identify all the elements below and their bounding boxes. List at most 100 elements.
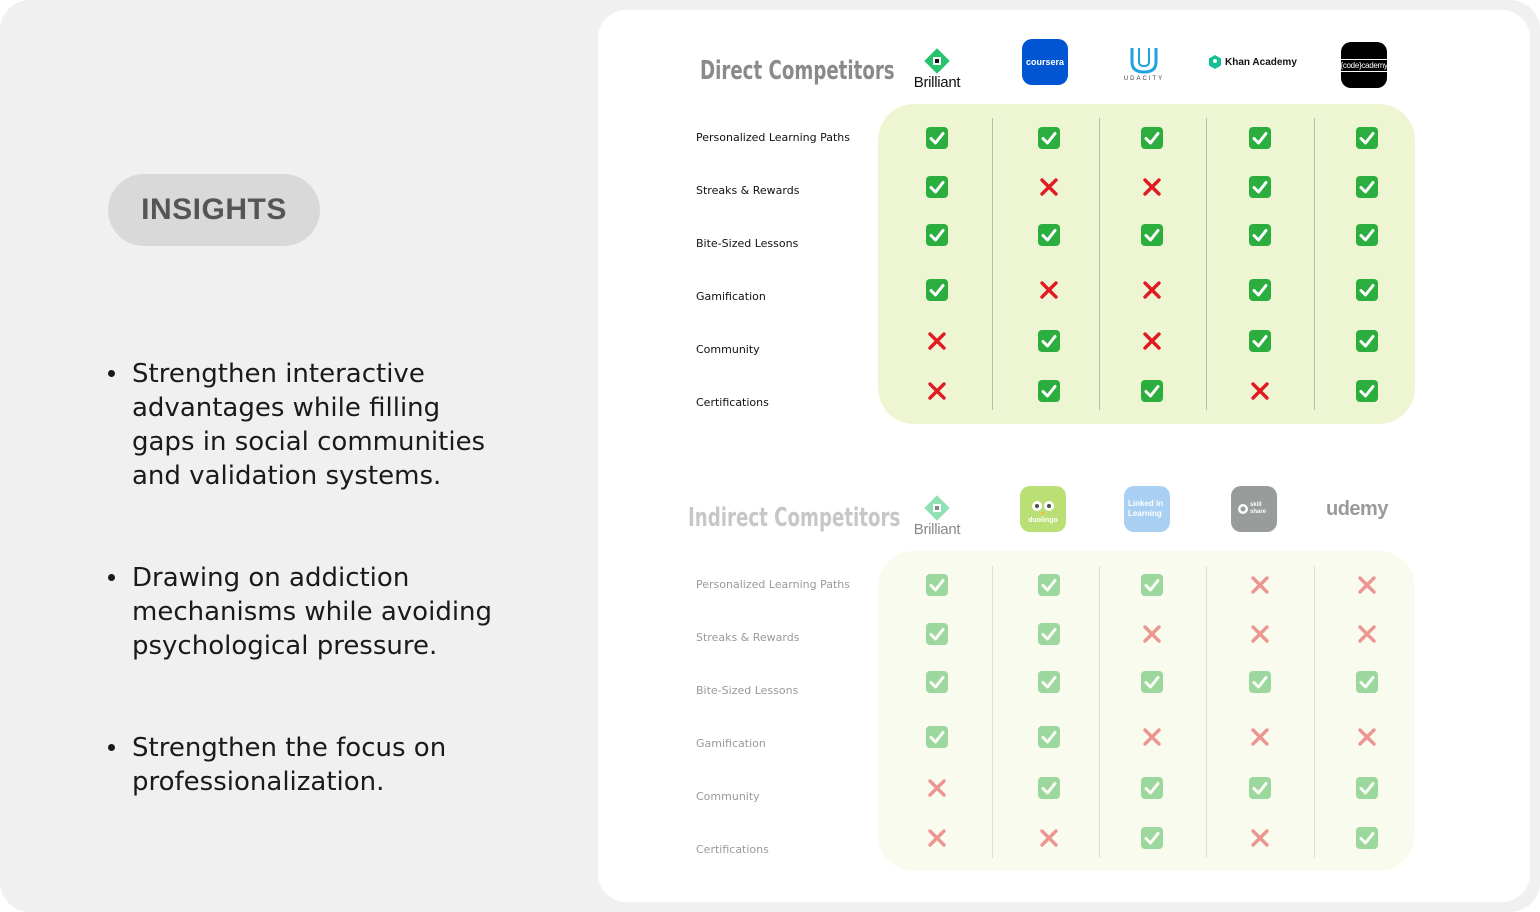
brilliant-icon <box>924 494 950 521</box>
cross-icon <box>1356 623 1378 645</box>
cross-icon <box>1141 726 1163 748</box>
skillshare-wordmark: skill share <box>1250 502 1267 515</box>
check-icon <box>1249 671 1271 693</box>
khan-academy-wordmark: Khan Academy <box>1225 56 1297 68</box>
duolingo-logo: duolingo <box>1020 486 1066 532</box>
insights-heading: INSIGHTS <box>141 193 287 226</box>
check-icon <box>926 279 948 301</box>
udemy-wordmark: udemy <box>1326 497 1388 520</box>
cross-icon <box>926 827 948 849</box>
coursera-tile: coursera <box>1022 39 1068 85</box>
check-icon <box>1356 224 1378 246</box>
cross-icon <box>1249 380 1271 402</box>
feature-label: Streaks & Rewards <box>696 631 800 644</box>
skillshare-icon <box>1238 504 1248 514</box>
insight-point: Drawing on addiction mechanisms while av… <box>100 561 510 663</box>
column-divider <box>1206 118 1207 410</box>
check-icon <box>1356 279 1378 301</box>
check-icon <box>1038 726 1060 748</box>
brilliant-wordmark: Brilliant <box>913 73 961 91</box>
feature-label: Community <box>696 790 760 803</box>
check-icon <box>1141 127 1163 149</box>
check-icon <box>1356 380 1378 402</box>
duolingo-tile: duolingo <box>1020 486 1066 532</box>
check-icon <box>1038 380 1060 402</box>
check-icon <box>1249 127 1271 149</box>
check-icon <box>1356 330 1378 352</box>
cross-icon <box>926 777 948 799</box>
competitor-comparison-card: Direct Competitors Brilliant coursera UD… <box>598 10 1530 902</box>
check-icon <box>1141 671 1163 693</box>
check-icon <box>1249 330 1271 352</box>
feature-label: Bite-Sized Lessons <box>696 237 799 250</box>
check-icon <box>1249 777 1271 799</box>
feature-label: Gamification <box>696 737 766 750</box>
check-icon <box>1249 176 1271 198</box>
cross-icon <box>926 330 948 352</box>
insight-point: Strengthen interactive advantages while … <box>100 357 510 493</box>
check-icon <box>1038 330 1060 352</box>
check-icon <box>1249 224 1271 246</box>
check-icon <box>1038 671 1060 693</box>
check-icon <box>1356 127 1378 149</box>
check-icon <box>926 623 948 645</box>
check-icon <box>1141 827 1163 849</box>
insights-badge: INSIGHTS <box>108 174 320 246</box>
indirect-comparison-panel <box>878 551 1415 871</box>
column-divider <box>1099 118 1100 410</box>
cross-icon <box>1249 827 1271 849</box>
feature-label: Personalized Learning Paths <box>696 131 850 144</box>
cross-icon <box>1038 827 1060 849</box>
khan-academy-icon <box>1209 55 1221 69</box>
check-icon <box>1141 777 1163 799</box>
udacity-logo: UDACITY <box>1114 40 1174 88</box>
udemy-logo: udemy <box>1326 495 1388 523</box>
feature-label: Bite-Sized Lessons <box>696 684 799 697</box>
codecademy-wordmark: {code}cademy <box>1337 58 1391 72</box>
column-divider <box>1099 566 1100 858</box>
check-icon <box>1038 623 1060 645</box>
linkedin-learning-logo: Linked in Learning <box>1124 486 1170 532</box>
direct-competitors-title: Direct Competitors <box>700 56 895 86</box>
cross-icon <box>1356 574 1378 596</box>
check-icon <box>1141 224 1163 246</box>
codecademy-tile: {code}cademy <box>1337 42 1391 88</box>
check-icon <box>1356 671 1378 693</box>
feature-label: Community <box>696 343 760 356</box>
duolingo-wordmark: duolingo <box>1028 517 1058 524</box>
codecademy-logo: {code}cademy <box>1337 42 1391 88</box>
linkedin-learning-tile: Linked in Learning <box>1124 486 1170 532</box>
skillshare-tile: skill share <box>1231 486 1277 532</box>
feature-label: Certifications <box>696 396 769 409</box>
feature-label: Streaks & Rewards <box>696 184 800 197</box>
khan-academy-logo: Khan Academy <box>1208 53 1297 71</box>
brilliant-icon <box>924 47 950 74</box>
skillshare-logo: skill share <box>1231 486 1277 532</box>
brilliant-logo: Brilliant <box>907 40 967 98</box>
indirect-competitors-title: Indirect Competitors <box>688 503 901 533</box>
column-divider <box>1314 566 1315 858</box>
column-divider <box>1314 118 1315 410</box>
cross-icon <box>1249 623 1271 645</box>
insight-point: Strengthen the focus on professionalizat… <box>100 731 510 799</box>
check-icon <box>926 671 948 693</box>
check-icon <box>926 176 948 198</box>
feature-label: Personalized Learning Paths <box>696 578 850 591</box>
column-divider <box>992 566 993 858</box>
check-icon <box>1249 279 1271 301</box>
cross-icon <box>1141 176 1163 198</box>
column-divider <box>1206 566 1207 858</box>
feature-label: Certifications <box>696 843 769 856</box>
coursera-logo: coursera <box>1022 39 1068 85</box>
check-icon <box>926 224 948 246</box>
cross-icon <box>1141 623 1163 645</box>
check-icon <box>1356 176 1378 198</box>
check-icon <box>926 726 948 748</box>
direct-comparison-panel <box>878 104 1415 424</box>
cross-icon <box>1356 726 1378 748</box>
udacity-wordmark: UDACITY <box>1123 76 1165 82</box>
cross-icon <box>1249 726 1271 748</box>
coursera-wordmark: coursera <box>1025 57 1065 67</box>
cross-icon <box>926 380 948 402</box>
